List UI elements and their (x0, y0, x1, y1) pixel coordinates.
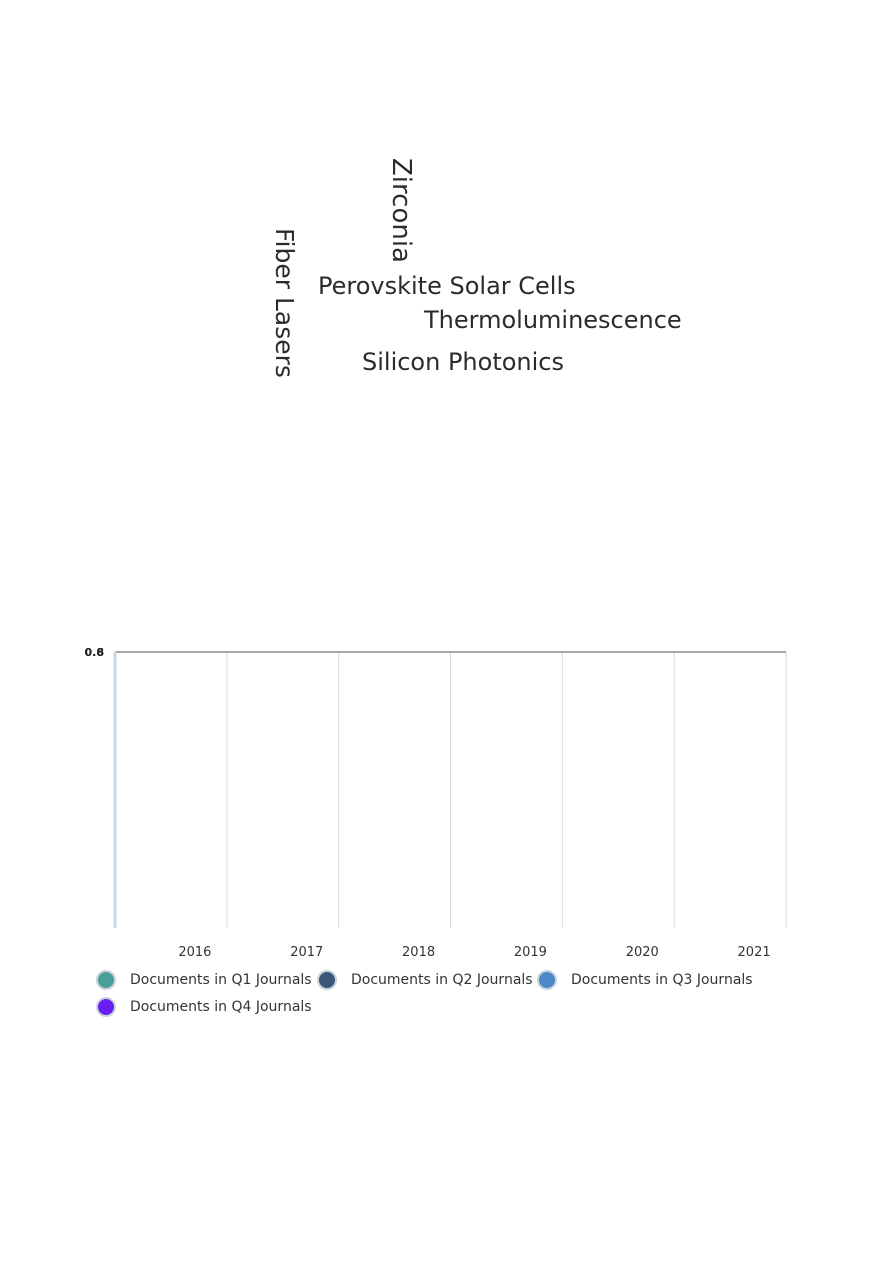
word-zirconia: Zirconia (386, 158, 416, 263)
x-tick-label-2018: 2018 (402, 945, 435, 960)
x-tick-label-2020: 2020 (626, 945, 659, 960)
x-tick-label-2019: 2019 (514, 945, 547, 960)
legend-item-q1[interactable]: Documents in Q1 Journals (96, 970, 312, 990)
legend-dot-icon (96, 970, 116, 990)
y-tick-label-0: 0.8 (85, 646, 105, 659)
word-thermoluminescence: Thermoluminescence (424, 306, 682, 334)
x-tick-label-2016: 2016 (178, 945, 211, 960)
legend-label: Documents in Q1 Journals (130, 972, 312, 988)
legend-dot-icon (96, 997, 116, 1017)
x-tick-label-2017: 2017 (290, 945, 323, 960)
word-silicon-photonics: Silicon Photonics (362, 348, 564, 376)
word-fiber-lasers: Fiber Lasers (270, 228, 299, 378)
keyword-word-cloud: Zirconia Fiber Lasers Perovskite Solar C… (0, 0, 893, 440)
x-tick-label-2021: 2021 (738, 945, 771, 960)
word-perovskite-solar-cells: Perovskite Solar Cells (318, 272, 576, 300)
grid-lines (226, 652, 787, 928)
legend-item-q2[interactable]: Documents in Q2 Journals (317, 970, 533, 990)
y-tick-labels: 0.80.6 (85, 646, 105, 659)
quartile-area-chart: 0.80.6 2016 2017 2018 2019 2020 2021 (85, 646, 787, 960)
x-tick-labels: 2016 2017 2018 2019 2020 2021 (178, 945, 770, 960)
y-tick-label-1: 0.6 (85, 646, 105, 659)
legend-item-q3[interactable]: Documents in Q3 Journals (537, 970, 753, 990)
legend-label: Documents in Q3 Journals (571, 972, 753, 988)
legend-dot-icon (537, 970, 557, 990)
legend-label: Documents in Q2 Journals (351, 972, 533, 988)
legend-item-q4[interactable]: Documents in Q4 Journals (96, 997, 312, 1017)
legend-dot-icon (317, 970, 337, 990)
legend-label: Documents in Q4 Journals (130, 999, 312, 1015)
